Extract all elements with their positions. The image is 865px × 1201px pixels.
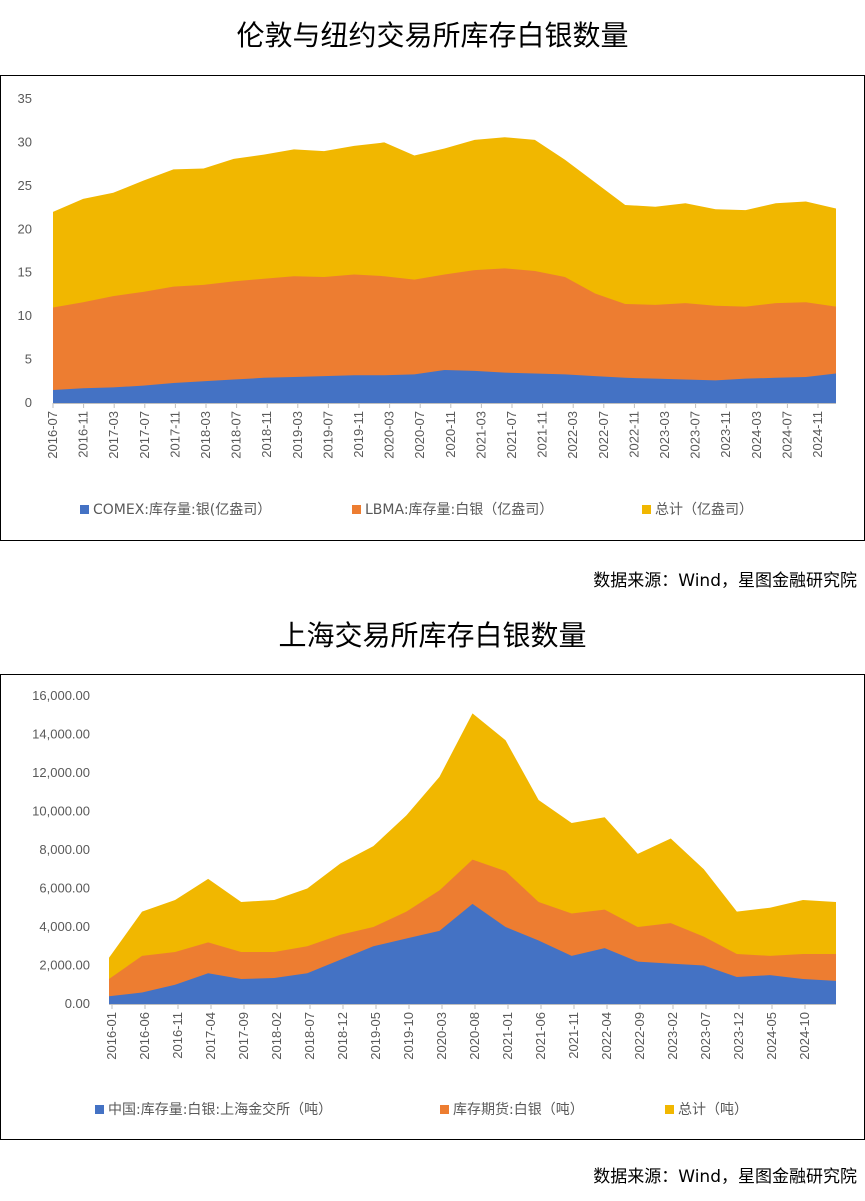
x-tick-label: 2021-06 xyxy=(533,1012,548,1060)
y-tick-label: 6,000.00 xyxy=(39,881,90,896)
x-tick-label: 2023-12 xyxy=(731,1012,746,1060)
x-tick-label: 2022-11 xyxy=(626,411,641,458)
x-tick-label: 2019-11 xyxy=(351,411,366,458)
x-tick-label: 2024-07 xyxy=(779,411,794,459)
x-tick-label: 2023-02 xyxy=(665,1012,680,1060)
x-tick-label: 2018-07 xyxy=(229,411,244,459)
legend-swatch-0 xyxy=(95,1105,104,1114)
legend-label-1: LBMA:库存量:白银（亿盎司） xyxy=(365,502,553,518)
y-tick-label: 4,000.00 xyxy=(39,919,90,934)
y-tick-label: 5 xyxy=(25,352,32,367)
legend-label-2: 总计（亿盎司） xyxy=(655,502,753,518)
legend-swatch-1 xyxy=(440,1105,449,1114)
y-tick-label: 8,000.00 xyxy=(39,842,90,857)
x-tick-label: 2016-11 xyxy=(76,411,91,458)
y-tick-label: 25 xyxy=(18,178,32,193)
y-tick-label: 10,000.00 xyxy=(32,804,90,819)
legend-label-2: 总计（吨） xyxy=(678,1102,748,1118)
y-tick-label: 20 xyxy=(18,221,32,236)
y-tick-label: 2,000.00 xyxy=(39,958,90,973)
x-tick-label: 2024-03 xyxy=(749,411,764,459)
x-tick-label: 2023-07 xyxy=(698,1012,713,1060)
y-tick-label: 14,000.00 xyxy=(32,727,90,742)
x-tick-label: 2018-02 xyxy=(269,1012,284,1060)
legend-swatch-1 xyxy=(352,505,361,514)
legend-swatch-2 xyxy=(665,1105,674,1114)
x-tick-label: 2020-07 xyxy=(412,411,427,459)
y-tick-label: 35 xyxy=(18,91,32,106)
x-tick-label: 2016-11 xyxy=(170,1012,185,1059)
x-tick-label: 2016-07 xyxy=(45,411,60,459)
x-tick-label: 2021-11 xyxy=(566,1012,581,1059)
x-tick-label: 2022-07 xyxy=(596,411,611,459)
legend-swatch-0 xyxy=(80,505,89,514)
x-tick-label: 2022-04 xyxy=(599,1012,614,1060)
x-tick-label: 2024-10 xyxy=(797,1012,812,1060)
x-tick-label: 2020-11 xyxy=(443,411,458,458)
x-tick-label: 2017-09 xyxy=(236,1012,251,1060)
y-tick-label: 30 xyxy=(18,134,32,149)
x-tick-label: 2017-04 xyxy=(203,1012,218,1060)
area-series-0 xyxy=(109,903,836,1004)
chart2-title: 上海交易所库存白银数量 xyxy=(278,619,587,652)
y-tick-label: 0 xyxy=(25,395,32,410)
x-tick-label: 2016-01 xyxy=(104,1012,119,1060)
x-tick-label: 2021-11 xyxy=(535,411,550,458)
chart1-source: 数据来源：Wind，星图金融研究院 xyxy=(593,571,857,591)
x-tick-label: 2020-08 xyxy=(467,1012,482,1060)
x-tick-label: 2022-03 xyxy=(565,411,580,459)
x-tick-label: 2022-09 xyxy=(632,1012,647,1060)
y-tick-label: 10 xyxy=(18,308,32,323)
x-tick-label: 2018-03 xyxy=(198,411,213,459)
chart2-plot: 0.00 2,000.00 4,000.00 6,000.00 8,000.00 10,0… xyxy=(0,674,865,1140)
y-tick-label: 16,000.00 xyxy=(32,688,90,703)
x-tick-label: 2019-03 xyxy=(290,411,305,459)
x-tick-label: 2023-11 xyxy=(718,411,733,458)
x-tick-label: 2017-11 xyxy=(167,411,182,458)
x-tick-label: 2021-03 xyxy=(473,411,488,459)
x-tick-label: 2023-03 xyxy=(657,411,672,459)
x-tick-label: 2018-07 xyxy=(302,1012,317,1060)
legend-label-0: COMEX:库存量:银(亿盎司） xyxy=(93,502,271,518)
y-tick-label: 12,000.00 xyxy=(32,765,90,780)
y-tick-label: 0.00 xyxy=(65,996,90,1011)
chart1-title: 伦敦与纽约交易所库存白银数量 xyxy=(236,19,629,52)
chart1-plot: 0 5 10 15 20 25 30 35 2016-07 2016-11 2017-03 2017-… xyxy=(0,75,865,541)
legend-label-1: 库存期货:白银（吨） xyxy=(453,1101,584,1118)
x-tick-label: 2019-10 xyxy=(401,1012,416,1060)
area-series-0 xyxy=(53,369,836,403)
x-tick-label: 2016-06 xyxy=(137,1012,152,1060)
x-tick-label: 2021-01 xyxy=(500,1012,515,1060)
x-tick-label: 2017-07 xyxy=(137,411,152,459)
legend-label-0: 中国:库存量:白银:上海金交所（吨） xyxy=(108,1101,332,1118)
x-tick-label: 2020-03 xyxy=(382,411,397,459)
x-tick-label: 2018-11 xyxy=(259,411,274,458)
x-tick-label: 2019-05 xyxy=(368,1012,383,1060)
x-tick-label: 2020-03 xyxy=(434,1012,449,1060)
x-tick-label: 2019-07 xyxy=(320,411,335,459)
x-tick-label: 2024-05 xyxy=(764,1012,779,1060)
x-tick-label: 2024-11 xyxy=(810,411,825,458)
x-tick-label: 2023-07 xyxy=(688,411,703,459)
chart2-source: 数据来源：Wind，星图金融研究院 xyxy=(593,1167,857,1187)
x-tick-label: 2021-07 xyxy=(504,411,519,459)
x-tick-label: 2018-12 xyxy=(335,1012,350,1060)
legend-swatch-2 xyxy=(642,505,651,514)
y-tick-label: 15 xyxy=(18,265,32,280)
area-series-1 xyxy=(53,268,836,403)
x-tick-label: 2017-03 xyxy=(106,411,121,459)
